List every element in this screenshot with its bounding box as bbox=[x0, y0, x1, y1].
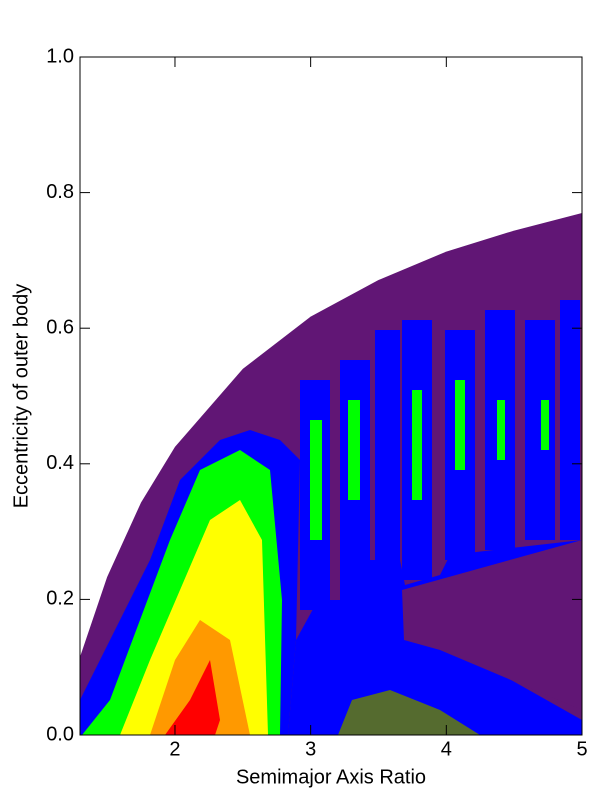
contour-olive bbox=[338, 690, 480, 735]
y-axis-label: Eccentricity of outer body bbox=[10, 284, 32, 509]
y-tick-label: 0.8 bbox=[46, 181, 74, 203]
y-tick-label: 0.2 bbox=[46, 588, 74, 610]
x-tick-label: 5 bbox=[576, 738, 587, 760]
x-tick-label: 3 bbox=[305, 738, 316, 760]
contour-orange bbox=[150, 620, 250, 735]
y-tick-label: 0.6 bbox=[46, 316, 74, 338]
x-tick-label: 2 bbox=[169, 738, 180, 760]
contour-purple-gap bbox=[402, 540, 582, 710]
x-axis-label: Semimajor Axis Ratio bbox=[236, 766, 426, 788]
plot-frame bbox=[79, 56, 583, 736]
contour-red bbox=[165, 660, 220, 735]
contour-stripes-green bbox=[310, 380, 549, 540]
contour-levels bbox=[80, 300, 582, 735]
y-tick-label: 0.4 bbox=[46, 452, 74, 474]
y-tick-label: 0.0 bbox=[46, 723, 74, 745]
y-tick-label: 1.0 bbox=[46, 45, 74, 67]
x-tick-label: 4 bbox=[441, 738, 452, 760]
